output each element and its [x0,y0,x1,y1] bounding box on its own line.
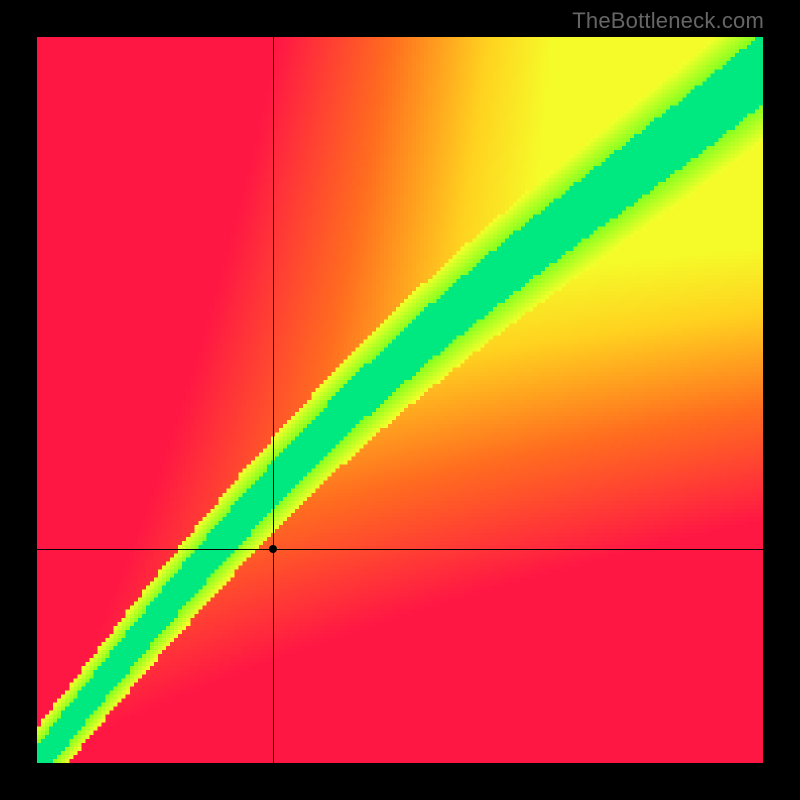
watermark-text: TheBottleneck.com [572,8,764,34]
crosshair-vertical [273,37,274,763]
heatmap-plot [37,37,763,763]
crosshair-horizontal [37,549,763,550]
data-point-marker [269,545,277,553]
heatmap-canvas [37,37,763,763]
